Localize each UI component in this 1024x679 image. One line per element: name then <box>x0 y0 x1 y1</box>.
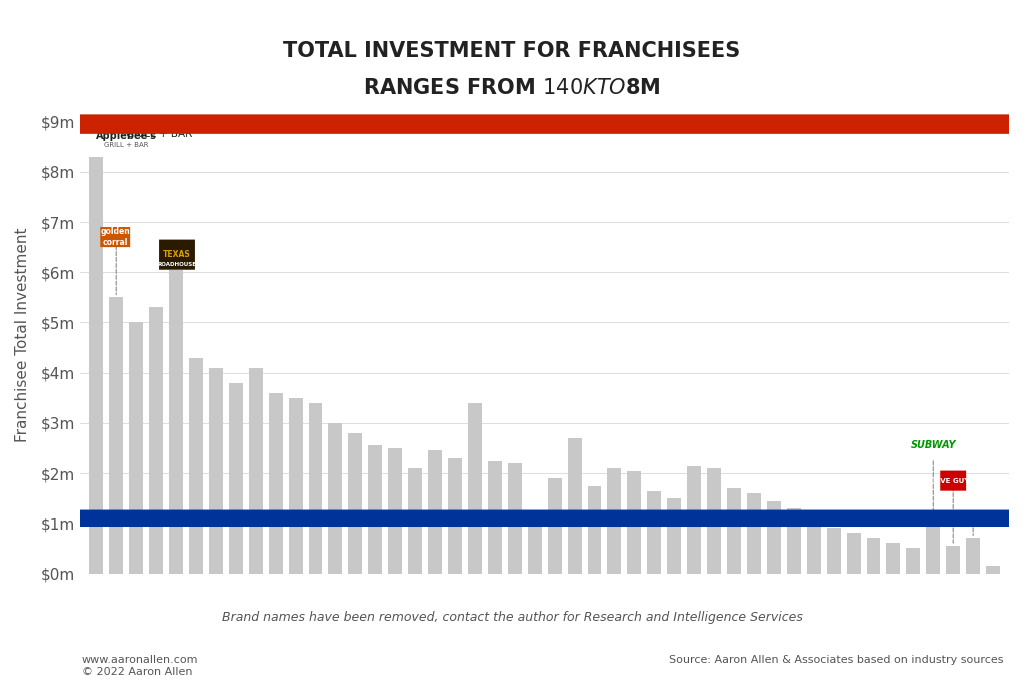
Bar <box>527 518 542 574</box>
FancyBboxPatch shape <box>159 240 195 270</box>
Bar <box>826 528 841 574</box>
Text: ROADHOUSE: ROADHOUSE <box>158 262 197 268</box>
Text: FIVE GUYS: FIVE GUYS <box>933 477 974 483</box>
Bar <box>209 367 223 574</box>
Text: TOTAL INVESTMENT FOR FRANCHISEES: TOTAL INVESTMENT FOR FRANCHISEES <box>284 41 740 60</box>
Bar <box>807 518 820 574</box>
Text: Brand names have been removed, contact the author for Research and Intelligence : Brand names have been removed, contact t… <box>221 611 803 624</box>
Bar <box>607 468 622 574</box>
Text: golden
corral: golden corral <box>100 227 130 246</box>
Bar <box>687 466 701 574</box>
Bar <box>308 403 323 574</box>
Bar <box>927 524 940 574</box>
Bar <box>567 438 582 574</box>
Text: www.aaronallen.com
© 2022 Aaron Allen: www.aaronallen.com © 2022 Aaron Allen <box>82 655 199 677</box>
Bar <box>289 398 302 574</box>
Bar <box>268 392 283 574</box>
Text: Applebee's: Applebee's <box>96 131 157 141</box>
Bar <box>169 270 183 574</box>
Bar <box>986 566 1000 574</box>
Bar <box>866 538 881 574</box>
Text: Source: Aaron Allen & Associates based on industry sources: Source: Aaron Allen & Associates based o… <box>669 655 1004 665</box>
Bar <box>487 460 502 574</box>
Bar <box>388 448 402 574</box>
Bar <box>946 546 961 574</box>
Text: SUBWAY: SUBWAY <box>910 441 956 450</box>
Bar <box>588 485 601 574</box>
Bar <box>967 538 980 574</box>
Circle shape <box>0 115 1024 133</box>
Bar <box>409 468 422 574</box>
Bar <box>468 403 482 574</box>
Text: Applebee's
GRILL + BAR: Applebee's GRILL + BAR <box>126 117 193 139</box>
Bar <box>668 498 681 574</box>
Bar <box>548 478 561 574</box>
Bar <box>847 533 860 574</box>
Bar <box>786 509 801 574</box>
Circle shape <box>0 510 1024 526</box>
FancyBboxPatch shape <box>100 227 130 247</box>
Bar <box>369 445 382 574</box>
Bar <box>348 433 362 574</box>
Bar <box>129 323 143 574</box>
Text: TEXAS: TEXAS <box>163 250 190 259</box>
Text: RANGES FROM $140K TO $8M: RANGES FROM $140K TO $8M <box>364 78 660 98</box>
Bar <box>110 297 123 574</box>
Bar <box>746 493 761 574</box>
Bar <box>449 458 462 574</box>
Bar <box>767 500 781 574</box>
Bar <box>647 491 662 574</box>
Bar <box>428 450 442 574</box>
Bar <box>228 383 243 574</box>
Bar <box>189 358 203 574</box>
Bar <box>727 488 741 574</box>
FancyBboxPatch shape <box>940 471 967 491</box>
Bar <box>508 463 522 574</box>
Y-axis label: Franchisee Total Investment: Franchisee Total Investment <box>15 227 30 442</box>
Bar <box>708 468 721 574</box>
Bar <box>329 423 342 574</box>
Bar <box>150 308 163 574</box>
Bar <box>89 157 103 574</box>
Bar <box>887 543 900 574</box>
Bar <box>628 471 641 574</box>
Text: GRILL + BAR: GRILL + BAR <box>103 142 148 148</box>
Bar <box>906 549 921 574</box>
Bar <box>249 367 263 574</box>
